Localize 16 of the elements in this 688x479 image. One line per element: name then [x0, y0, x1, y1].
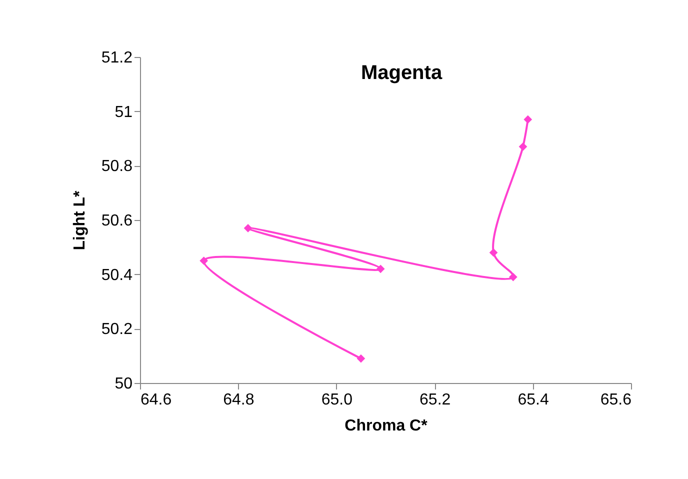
x-axis-title: Chroma C* — [344, 418, 428, 434]
x-tick-label: 64.8 — [223, 392, 254, 408]
y-tick-label: 51 — [114, 104, 133, 121]
x-tick-label: 65.2 — [420, 392, 451, 408]
x-tick-label: 65.4 — [518, 392, 549, 408]
x-tick-label: 64.6 — [140, 392, 172, 408]
y-axis-title: Light L* — [71, 190, 88, 250]
y-tick-label: 50.8 — [101, 158, 133, 176]
y-tick-label: 50.2 — [101, 321, 133, 338]
y-tick-label: 51.2 — [101, 50, 133, 66]
y-tick-label: 50 — [114, 376, 133, 392]
chart-title: Magenta — [360, 62, 443, 84]
x-tick-label: 65.6 — [600, 392, 632, 408]
y-tick-label: 50.6 — [101, 212, 133, 230]
x-tick-label: 65.0 — [321, 392, 353, 408]
y-tick-label: 50.4 — [101, 266, 133, 284]
